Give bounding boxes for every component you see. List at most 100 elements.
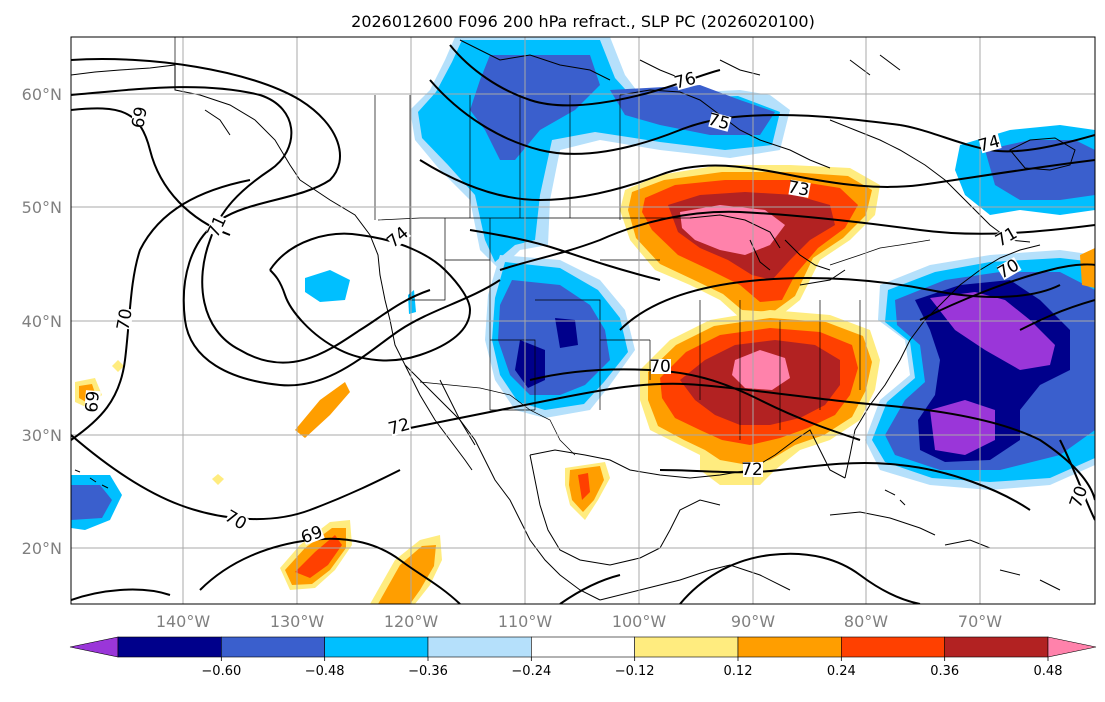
coastline-canadian-arctic — [459, 39, 901, 81]
contour-label: 72 — [741, 460, 763, 480]
colorbar-labels: −0.60 −0.48 −0.36 −0.24 −0.12 0.12 0.24 0.36 0.4… — [201, 664, 1063, 679]
contour-line-72-south — [399, 382, 1095, 501]
anomaly-field-dot-1 — [112, 360, 124, 372]
contour-line-75 — [429, 79, 901, 155]
anomaly-field-west-navy — [515, 340, 545, 388]
colorbar — [69, 636, 1097, 661]
lon-label: 70°W — [958, 612, 1002, 631]
anomaly-field-labrador-blue — [985, 140, 1095, 200]
coastline-hawaii — [74, 469, 109, 489]
map-frame — [70, 36, 1096, 605]
colorbar-segment — [427, 636, 532, 658]
coastline-baja — [404, 364, 476, 471]
colorbar-label: 0.24 — [827, 664, 856, 679]
lat-label: 30°N — [22, 426, 62, 445]
contour-line-69-south — [71, 537, 461, 604]
colorbar-label: 0.12 — [724, 664, 753, 679]
coastline-labrador — [829, 119, 1031, 243]
colorbar-label: −0.24 — [511, 664, 551, 679]
gridlines — [71, 37, 1095, 604]
contour-labels: 69 71 74 76 75 74 73 71 70 70 70 69 72 7… — [82, 69, 1092, 549]
colorbar-label: 0.48 — [1034, 664, 1063, 679]
map-area: 69 71 74 76 75 74 73 71 70 70 70 69 72 7… — [71, 37, 1095, 604]
lon-label: 80°W — [844, 612, 888, 631]
anomaly-field-baja-redorange — [295, 535, 342, 578]
contour-line-70-gulf — [529, 368, 861, 441]
lon-label: 120°W — [384, 612, 439, 631]
anomaly-field-mexico-pacific-orange — [378, 545, 436, 604]
anomaly-field-southeast-pink — [732, 350, 790, 390]
contour-label: 70 — [113, 307, 136, 332]
coastline-greatlakes — [689, 214, 846, 286]
colorbar-label: −0.36 — [408, 664, 448, 679]
colorbar-segment — [841, 636, 945, 658]
lon-labels: 140°W 130°W 120°W 110°W 100°W 90°W 80°W … — [156, 612, 1002, 631]
contour-line-73 — [419, 159, 1095, 202]
coastline-atlantic — [844, 244, 1041, 479]
coastline-cuba — [829, 511, 991, 549]
lon-label: 140°W — [156, 612, 211, 631]
lat-label: 60°N — [22, 85, 62, 104]
coastlines — [71, 39, 1076, 601]
border-us-canada — [377, 217, 931, 266]
anomaly-field-dot-2 — [212, 474, 224, 485]
contour-line-70-sw — [559, 574, 621, 604]
colorbar-segment — [531, 636, 635, 658]
coastline-pacific-nw — [299, 179, 601, 601]
contour-line-70-east — [619, 277, 1061, 331]
anomaly-field-east-edge — [1080, 248, 1095, 288]
anomaly-field-hudson-blue — [610, 85, 775, 135]
map-title: 2026012600 F096 200 hPa refract., SLP PC… — [351, 12, 815, 31]
anomaly-field-gulf-small-red — [578, 473, 590, 500]
lon-label: 130°W — [270, 612, 325, 631]
colorbar-label: −0.60 — [201, 664, 241, 679]
contour-line-71-east — [499, 210, 1095, 271]
contour-line-71-gulf — [71, 58, 501, 387]
contour-line-74-canada — [269, 232, 472, 362]
colorbar-segment — [944, 636, 1049, 658]
colorbar-segment — [117, 636, 222, 658]
border-state-lines — [409, 218, 861, 440]
colorbar-label: −0.12 — [615, 664, 655, 679]
lat-label: 50°N — [22, 198, 62, 217]
slp-contours — [71, 44, 1095, 604]
border-canada-provinces — [374, 95, 621, 220]
contour-line-70-cuba — [679, 552, 921, 604]
lon-label: 100°W — [612, 612, 667, 631]
coastline-bahamas — [884, 489, 906, 506]
colorbar-label: 0.36 — [930, 664, 959, 679]
coastline-mexico-east — [529, 454, 721, 566]
coastline-central-america — [599, 564, 791, 601]
colorbar-segment — [634, 636, 739, 658]
coastline-sakhalin — [999, 569, 1061, 591]
colorbar-label: −0.48 — [305, 664, 345, 679]
political-borders — [174, 37, 931, 456]
contour-line-72-gulf — [659, 461, 1031, 511]
lat-label: 40°N — [22, 312, 62, 331]
contour-line-71-mid — [469, 229, 661, 281]
colorbar-segment — [324, 636, 429, 658]
coastline-alaska — [71, 64, 301, 181]
lon-label: 110°W — [498, 612, 553, 631]
anomaly-field-central-pacific-blue — [71, 485, 112, 520]
anomaly-field-atlantic-purple — [930, 292, 1055, 370]
anomaly-field-canada-blue — [470, 55, 600, 160]
lat-labels: 60°N 50°N 40°N 30°N 20°N — [22, 85, 62, 558]
contour-line-70-atlantic — [1059, 439, 1095, 521]
anomaly-field-greatlakes-pink — [680, 205, 785, 255]
contour-line-69-east — [919, 263, 1095, 331]
border-us-mexico — [419, 381, 576, 456]
contour-line-69-north — [71, 107, 231, 236]
colorbar-segment — [737, 636, 842, 658]
colorbar-extend-high — [1047, 636, 1097, 658]
contour-line-70-west — [71, 179, 251, 441]
contour-label: 69 — [128, 105, 151, 130]
contour-line-72-main — [71, 86, 431, 364]
anomaly-field-pacific-small — [305, 270, 350, 302]
colorbar-extend-low — [69, 636, 119, 658]
contour-label: 70 — [649, 357, 671, 377]
lat-label: 20°N — [22, 539, 62, 558]
contour-label: 69 — [82, 390, 104, 413]
